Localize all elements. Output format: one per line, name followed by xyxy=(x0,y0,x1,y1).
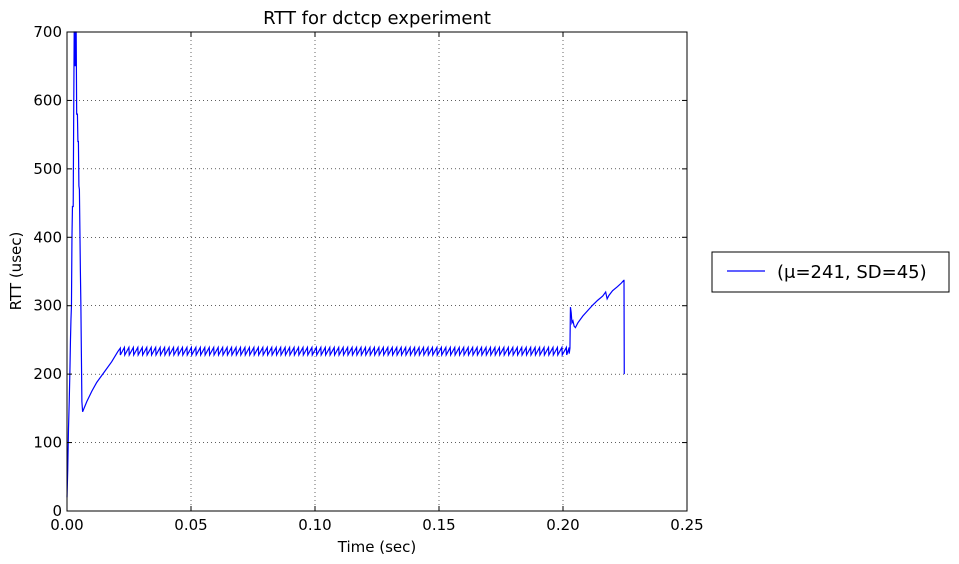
series-layer xyxy=(66,31,625,498)
y-axis-label: RTT (usec) xyxy=(7,232,25,311)
x-axis-label: Time (sec) xyxy=(337,538,416,556)
plot-frame xyxy=(66,31,688,512)
y-tick-label: 600 xyxy=(33,91,62,109)
y-tick-label: 200 xyxy=(33,365,62,383)
x-tick-label: 0.15 xyxy=(422,516,455,534)
x-tick-label: 0.05 xyxy=(174,516,207,534)
legend: (μ=241, SD=45) xyxy=(711,251,950,293)
y-tick-label: 100 xyxy=(33,434,62,452)
ticks: 0.00 0.05 0.10 0.15 0.20 0.25 0 100 200 300 400 500… xyxy=(33,23,703,534)
x-tick-label: 0.00 xyxy=(50,516,83,534)
x-tick-label: 0.25 xyxy=(670,516,703,534)
grid xyxy=(67,32,687,511)
x-tick-label: 0.10 xyxy=(298,516,331,534)
y-tick-label: 500 xyxy=(33,160,62,178)
y-tick-label: 700 xyxy=(33,23,62,41)
legend-entry-label: (μ=241, SD=45) xyxy=(777,262,927,283)
x-tick-label: 0.20 xyxy=(546,516,579,534)
chart-title: RTT for dctcp experiment xyxy=(263,8,491,29)
legend-box xyxy=(711,251,950,293)
y-tick-label: 0 xyxy=(52,502,62,520)
y-tick-label: 400 xyxy=(33,228,62,246)
y-tick-label: 300 xyxy=(33,297,62,315)
series-line-0 xyxy=(66,31,625,498)
